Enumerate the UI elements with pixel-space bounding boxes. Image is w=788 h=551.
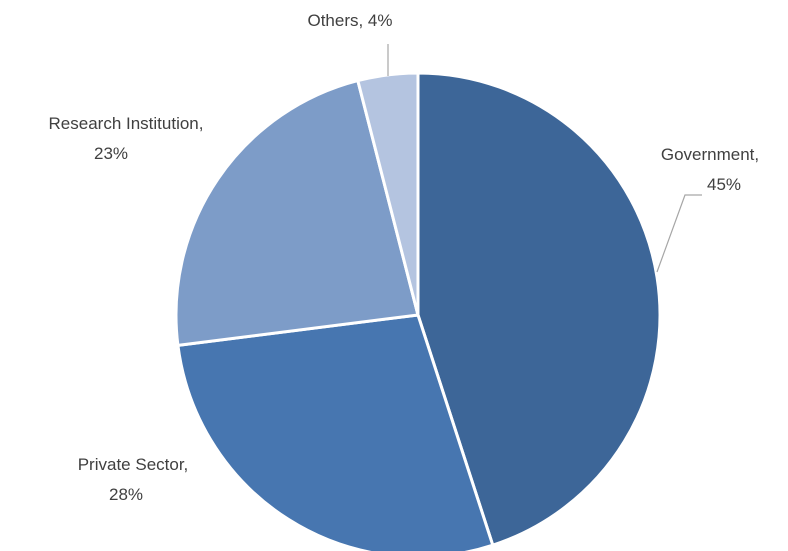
pie-slices	[174, 71, 662, 551]
label-private-sector-value: 28%	[109, 485, 143, 504]
leader-lines	[387, 44, 702, 273]
pie-slice-private-sector	[176, 313, 495, 551]
leader-line-government	[656, 194, 702, 273]
label-research-institution-name: Research Institution,	[49, 114, 204, 133]
label-research-institution-value: 23%	[94, 144, 128, 163]
label-government-name: Government,	[661, 145, 759, 164]
label-others: Others, 4%	[307, 11, 392, 30]
label-private-sector-name: Private Sector,	[78, 455, 189, 474]
label-government-value: 45%	[707, 175, 741, 194]
slice-labels: Government, 45% Private Sector, 28% Rese…	[49, 11, 760, 504]
pie-slice-government	[416, 71, 662, 547]
pie-slice-research-institution	[174, 79, 420, 347]
